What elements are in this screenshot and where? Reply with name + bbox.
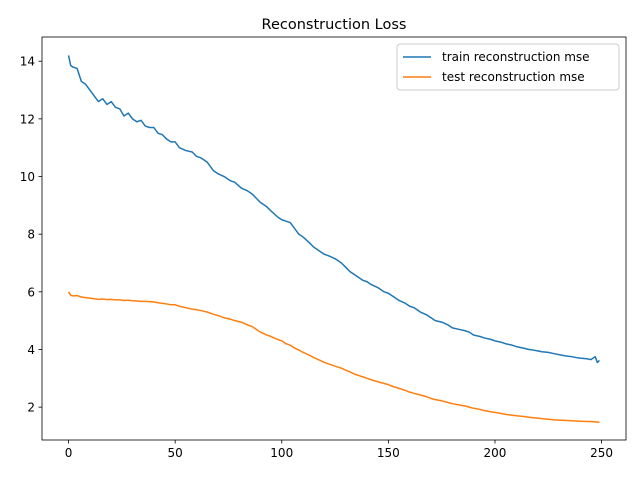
y-tick-label: 8 — [27, 228, 35, 242]
legend-label-train: train reconstruction mse — [442, 50, 590, 64]
x-axis: 0 50 100 150 200 250 — [65, 440, 613, 460]
series-line-0 — [67, 55, 600, 364]
plot-area: 0 50 100 150 200 250 2 4 6 8 10 12 14 — [20, 36, 627, 460]
legend: train reconstruction mse test reconstruc… — [396, 43, 620, 91]
x-tick-label: 250 — [590, 446, 613, 460]
y-tick-label: 4 — [27, 343, 35, 357]
axes-frame — [41, 36, 627, 441]
x-tick-label: 100 — [270, 446, 293, 460]
series-line-1 — [67, 291, 600, 423]
y-tick-label: 2 — [27, 401, 35, 415]
x-tick-label: 50 — [168, 446, 183, 460]
y-axis: 2 4 6 8 10 12 14 — [20, 55, 42, 415]
series-layer — [67, 55, 600, 423]
y-tick-label: 6 — [27, 285, 35, 299]
y-tick-label: 14 — [20, 55, 35, 69]
chart-title: Reconstruction Loss — [262, 17, 407, 33]
x-tick-label: 0 — [65, 446, 73, 460]
y-tick-label: 12 — [20, 112, 35, 126]
x-tick-label: 150 — [377, 446, 400, 460]
legend-label-test: test reconstruction mse — [442, 70, 585, 84]
y-tick-label: 10 — [20, 170, 35, 184]
x-tick-label: 200 — [484, 446, 507, 460]
axes-background — [42, 37, 626, 440]
legend-box — [396, 43, 620, 91]
